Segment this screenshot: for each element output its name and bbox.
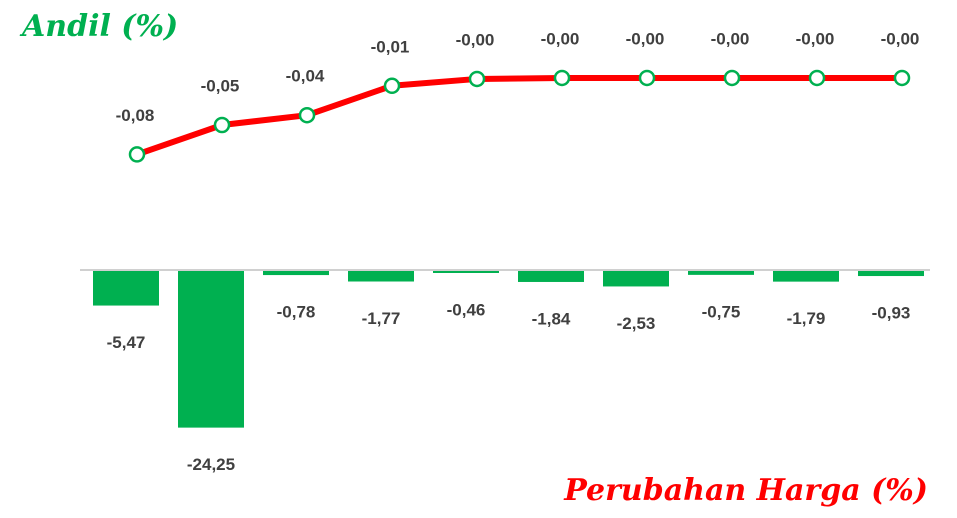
data-label: -0,00	[796, 29, 835, 48]
data-label: -0,08	[116, 106, 155, 125]
marker	[893, 69, 911, 87]
bar	[263, 270, 329, 276]
data-label: -0,93	[872, 304, 911, 323]
marker	[213, 116, 231, 134]
line	[136, 74, 902, 158]
bar	[433, 270, 499, 273]
data-label: -1,77	[362, 309, 401, 328]
data-label: -0,00	[711, 29, 750, 48]
marker	[383, 77, 401, 95]
data-label: -5,47	[107, 333, 146, 352]
bar	[773, 270, 839, 282]
data-label: -0,00	[456, 30, 495, 49]
data-label: -2,53	[617, 314, 656, 333]
bar-title: Perubahan Harga (%)	[563, 473, 928, 508]
data-label: -0,46	[447, 300, 486, 319]
marker	[553, 69, 571, 87]
bar	[603, 270, 669, 287]
data-label: -0,04	[286, 67, 325, 86]
data-label: -0,00	[881, 29, 920, 48]
data-label: -0,01	[371, 37, 410, 56]
data-label: -0,00	[626, 29, 665, 48]
data-label: -1,84	[532, 309, 571, 328]
data-label: -24,25	[187, 455, 235, 474]
marker	[808, 69, 826, 87]
marker	[468, 70, 486, 88]
data-label: -0,00	[541, 29, 580, 48]
marker	[128, 146, 146, 163]
data-label: -1,79	[787, 309, 826, 328]
line-title: Andil (%)	[19, 9, 178, 44]
data-label: -0,05	[201, 76, 240, 95]
bar	[688, 270, 754, 275]
data-label: -0,78	[277, 303, 316, 322]
data-label: -0,75	[702, 302, 741, 321]
bar	[858, 270, 924, 277]
marker	[298, 106, 316, 124]
marker	[723, 69, 741, 87]
marker	[638, 69, 656, 87]
bar	[93, 270, 159, 306]
bar	[178, 270, 244, 428]
bar	[348, 270, 414, 282]
bar	[518, 270, 584, 282]
